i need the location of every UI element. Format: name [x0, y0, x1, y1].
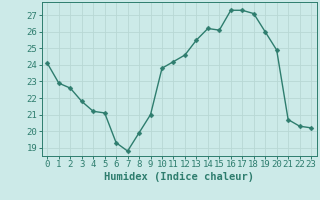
X-axis label: Humidex (Indice chaleur): Humidex (Indice chaleur)	[104, 172, 254, 182]
